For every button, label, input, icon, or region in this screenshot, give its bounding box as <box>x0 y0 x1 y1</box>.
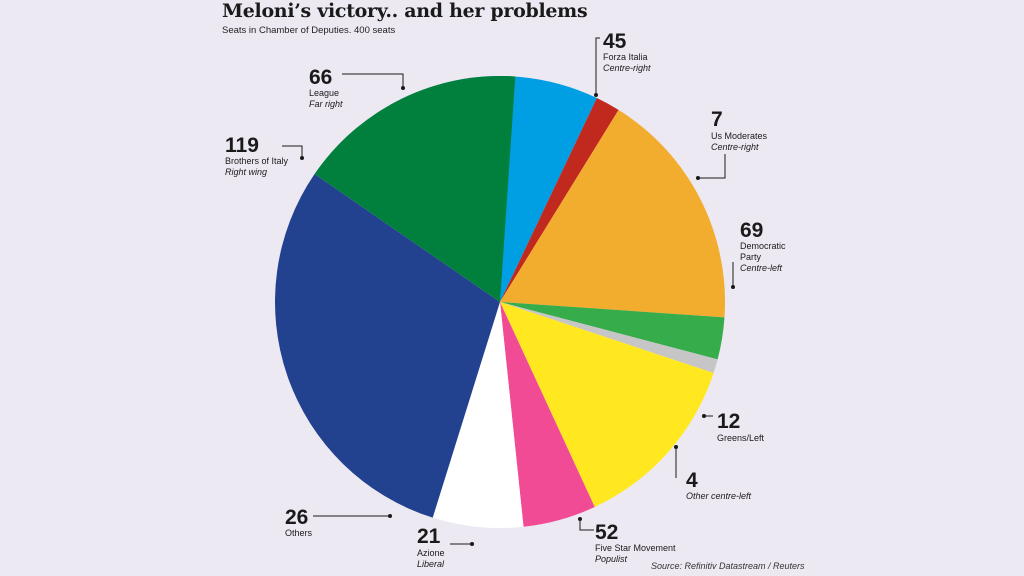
party-ideology-us-moderates: Centre-right <box>711 142 759 152</box>
pie-slice-centre-left <box>500 109 726 318</box>
leader-line-five-star-movement <box>579 519 594 531</box>
party-name-us-moderates: Us Moderates <box>711 131 768 141</box>
value-label-brothers-of-italy: 119 <box>225 134 259 157</box>
leader-dot-other-centre-left <box>674 445 678 449</box>
value-label-forza-italia: 45 <box>603 30 627 53</box>
party-name-five-star-movement: Five Star Movement <box>595 543 676 553</box>
chart-title: Meloni’s victory.. and her problems <box>222 0 588 22</box>
pie-slice-others <box>432 302 524 528</box>
leader-dot-league <box>401 86 405 90</box>
leader-dot-centre-left <box>731 285 735 289</box>
leader-line-forza-italia <box>595 37 600 95</box>
leader-dot-us-moderates <box>696 176 700 180</box>
pie-slice-us-moderates <box>500 98 619 303</box>
party-ideology-league: Far right <box>309 99 343 109</box>
leader-dot-five-star-movement <box>578 517 582 521</box>
leader-dot-others <box>388 514 392 518</box>
pie-slice-five-star-movement <box>500 302 714 507</box>
leader-line-us-moderates <box>698 154 726 179</box>
party-name-brothers-of-italy: Brothers of Italy <box>225 156 289 166</box>
value-label-azione: 21 <box>417 525 441 548</box>
leader-dot-azione <box>470 542 474 546</box>
leader-line-league <box>342 73 404 88</box>
value-label-league: 66 <box>309 66 332 89</box>
party-ideology-forza-italia: Centre-right <box>603 63 651 73</box>
party-ideology-five-star-movement: Populist <box>595 554 628 564</box>
party-name-centre-left: Party <box>740 252 762 262</box>
value-label-greens-left: 12 <box>717 410 740 433</box>
pie-slice-league <box>314 75 516 302</box>
party-name-azione: Azione <box>417 548 445 558</box>
pie-slice-azione <box>500 302 595 527</box>
chart-subtitle: Seats in Chamber of Deputies. 400 seats <box>222 25 396 36</box>
party-name-greens-left: Greens/Left <box>717 433 765 443</box>
value-label-five-star-movement: 52 <box>595 521 618 544</box>
pie-slice-brothers-of-italy <box>274 173 500 518</box>
party-name-forza-italia: Forza Italia <box>603 52 648 62</box>
party-name-league: League <box>309 88 339 98</box>
source-note: Source: Refinitiv Datastream / Reuters <box>651 561 805 571</box>
value-label-us-moderates: 7 <box>711 108 723 131</box>
pie-slice-other-centre-left <box>500 302 718 373</box>
pie-slice-greens-left <box>500 302 725 360</box>
leader-dot-greens-left <box>702 414 706 418</box>
leader-dot-forza-italia <box>594 93 598 97</box>
party-ideology-azione: Liberal <box>417 559 445 569</box>
value-label-others: 26 <box>285 506 308 529</box>
party-name-centre-left: Democratic <box>740 241 786 251</box>
party-ideology-brothers-of-italy: Right wing <box>225 167 267 177</box>
party-ideology-centre-left: Centre-left <box>740 263 783 273</box>
leader-line-brothers-of-italy <box>282 145 303 158</box>
party-ideology-other-centre-left: Other centre-left <box>686 491 752 501</box>
leader-dot-brothers-of-italy <box>300 156 304 160</box>
value-label-other-centre-left: 4 <box>686 469 698 492</box>
value-label-centre-left: 69 <box>740 219 763 242</box>
party-name-others: Others <box>285 528 313 538</box>
